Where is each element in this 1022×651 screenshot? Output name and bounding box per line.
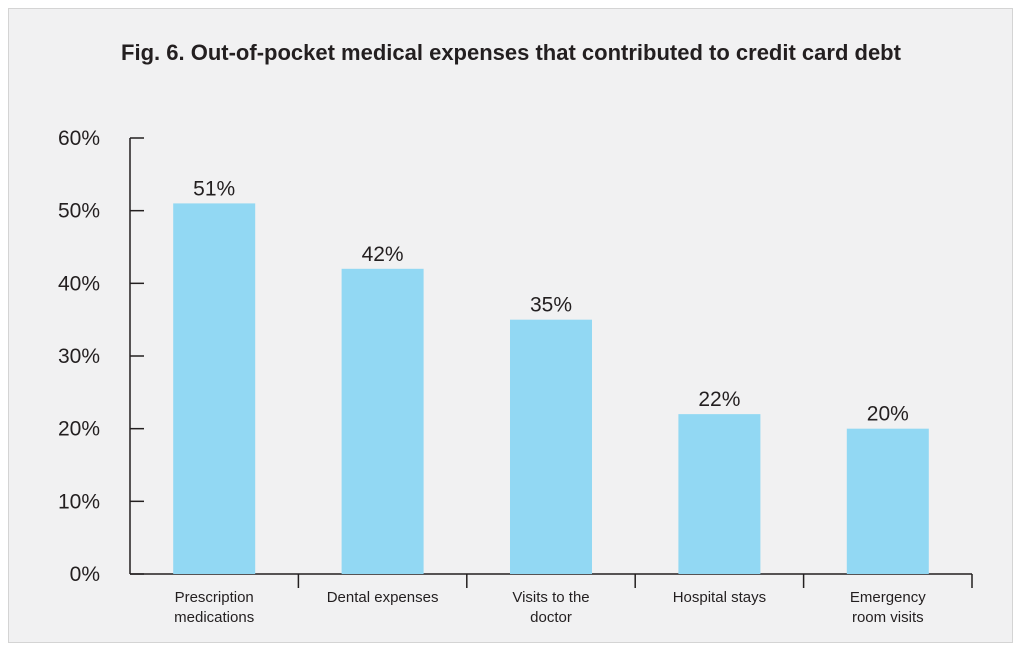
bar bbox=[341, 268, 424, 574]
y-tick-label: 50% bbox=[58, 200, 100, 223]
bar bbox=[678, 414, 761, 574]
value-label: 22% bbox=[698, 388, 740, 411]
y-tick-label: 30% bbox=[58, 345, 100, 368]
value-label: 35% bbox=[530, 294, 572, 317]
y-tick-label: 10% bbox=[58, 490, 100, 513]
x-tick-label: Prescription medications bbox=[174, 589, 255, 626]
bar bbox=[510, 319, 592, 574]
y-tick-label: 20% bbox=[58, 418, 100, 441]
x-tick-label: Emergency room visits bbox=[849, 589, 926, 626]
y-tick-label: 40% bbox=[58, 272, 100, 295]
y-tick-label: 0% bbox=[70, 563, 100, 586]
x-tick-label: Hospital stays bbox=[672, 589, 767, 606]
value-label: 42% bbox=[362, 243, 404, 266]
y-tick-label: 60% bbox=[58, 127, 100, 150]
bar bbox=[846, 428, 929, 574]
x-tick-label: Visits to the doctor bbox=[512, 589, 590, 626]
bar bbox=[173, 203, 256, 574]
chart-title: Fig. 6. Out-of-pocket medical expenses t… bbox=[121, 40, 902, 65]
value-label: 20% bbox=[867, 403, 909, 426]
x-tick-label: Dental expenses bbox=[326, 589, 439, 606]
value-label: 51% bbox=[193, 177, 235, 200]
